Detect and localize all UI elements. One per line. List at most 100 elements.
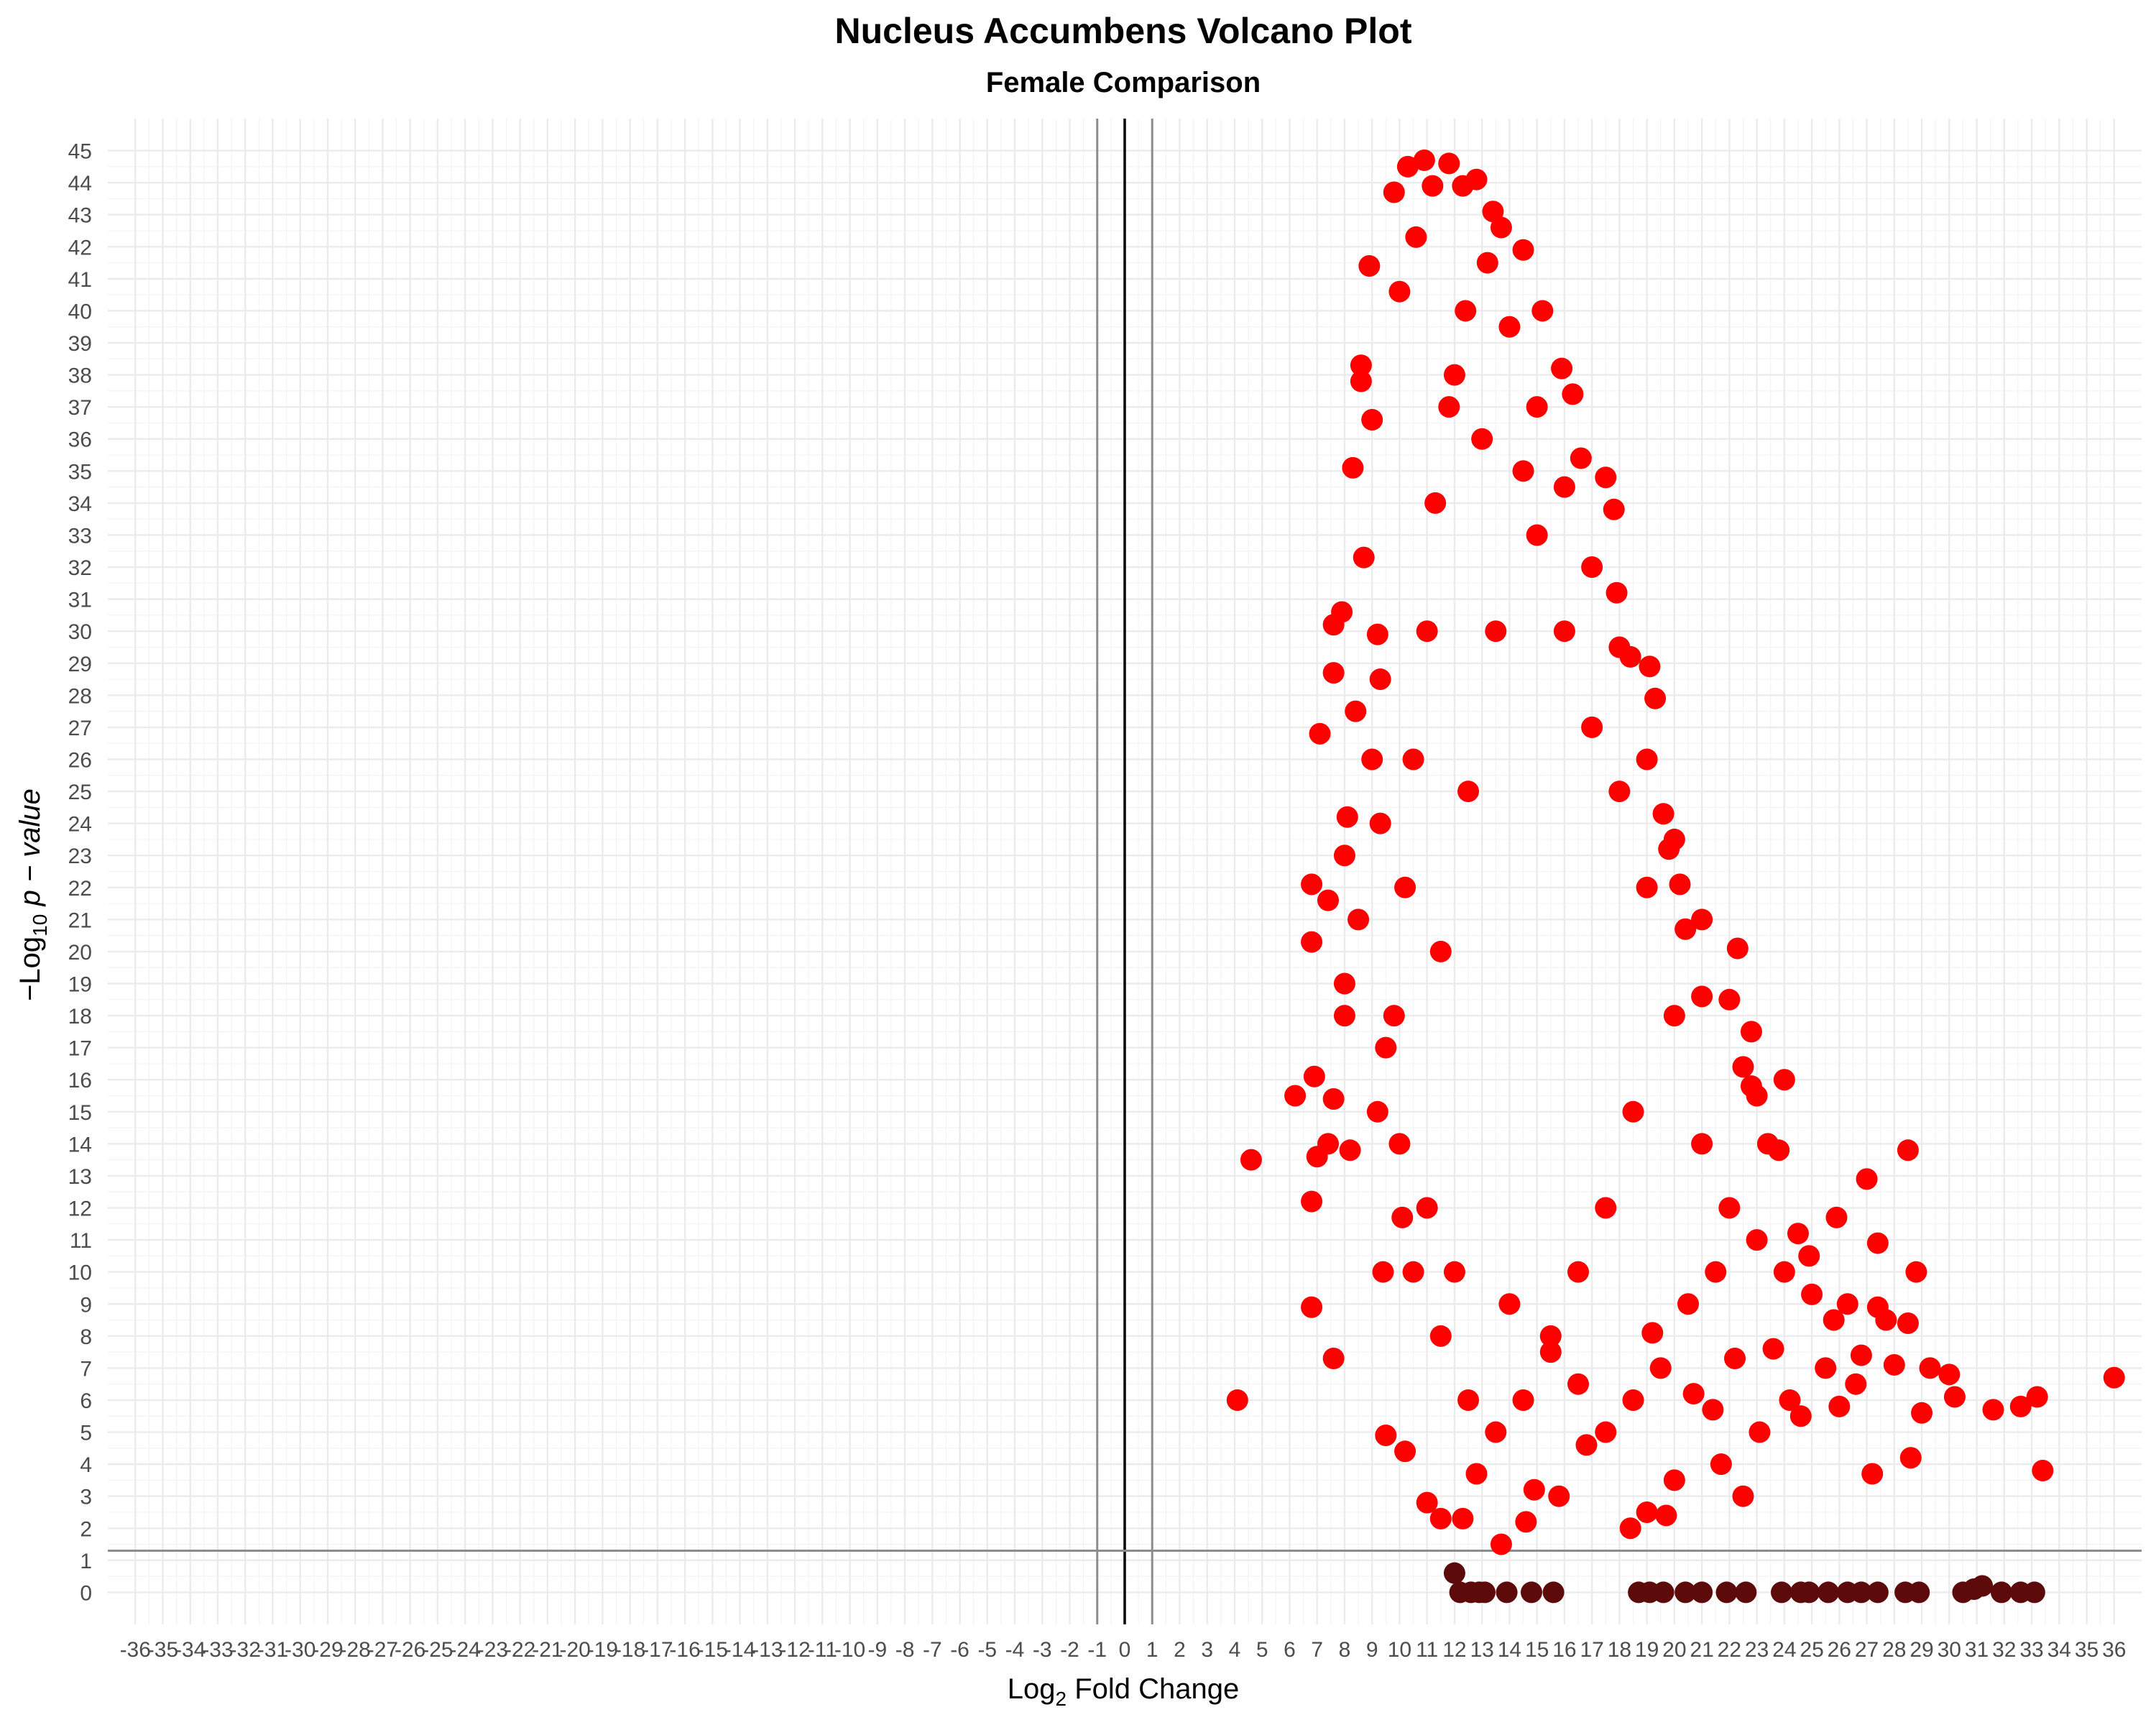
point-significant bbox=[2032, 1460, 2054, 1482]
point-not-significant bbox=[1990, 1581, 2012, 1604]
point-significant bbox=[1746, 1229, 1768, 1251]
x-tick-label: -4 bbox=[1005, 1638, 1025, 1662]
point-significant bbox=[1396, 155, 1419, 178]
y-tick-label: 43 bbox=[68, 204, 92, 228]
point-significant bbox=[1531, 300, 1554, 322]
x-tick-label: -21 bbox=[532, 1638, 563, 1662]
x-tick-label: 24 bbox=[1772, 1638, 1796, 1662]
x-tick-label: -32 bbox=[230, 1638, 261, 1662]
point-significant bbox=[1825, 1206, 1848, 1228]
point-significant bbox=[1345, 700, 1367, 722]
y-tick-label: 0 bbox=[80, 1581, 92, 1605]
point-significant bbox=[1471, 428, 1493, 450]
y-tick-label: 5 bbox=[80, 1422, 92, 1445]
x-tick-label: -35 bbox=[147, 1638, 178, 1662]
y-tick-label: 36 bbox=[68, 428, 92, 452]
x-tick-label: -14 bbox=[724, 1638, 755, 1662]
x-tick-label: 35 bbox=[2075, 1638, 2099, 1662]
y-tick-label: 21 bbox=[68, 908, 92, 932]
y-tick-label: 22 bbox=[68, 877, 92, 901]
y-tick-label: 42 bbox=[68, 236, 92, 259]
point-significant bbox=[1317, 889, 1339, 911]
point-significant bbox=[1726, 937, 1749, 960]
point-significant bbox=[1350, 354, 1372, 377]
x-tick-label: -28 bbox=[340, 1638, 371, 1662]
point-significant bbox=[1724, 1348, 1746, 1370]
y-tick-label: 37 bbox=[68, 396, 92, 420]
y-tick-label: 26 bbox=[68, 748, 92, 772]
y-tick-label: 17 bbox=[68, 1037, 92, 1061]
point-significant bbox=[1416, 1197, 1438, 1219]
x-tick-label: 28 bbox=[1882, 1638, 1906, 1662]
point-significant bbox=[1391, 1206, 1414, 1228]
point-significant bbox=[1622, 1389, 1644, 1411]
point-significant bbox=[1322, 1087, 1345, 1110]
y-tick-label: 44 bbox=[68, 172, 92, 196]
point-significant bbox=[1383, 1005, 1405, 1027]
point-significant bbox=[1619, 1517, 1641, 1540]
x-tick-label: -6 bbox=[950, 1638, 969, 1662]
point-significant bbox=[1301, 1190, 1323, 1213]
point-significant bbox=[1331, 601, 1353, 623]
point-significant bbox=[2026, 1386, 2048, 1408]
point-significant bbox=[1438, 152, 1460, 175]
x-tick-label: -33 bbox=[202, 1638, 233, 1662]
y-tick-label: 2 bbox=[80, 1517, 92, 1541]
x-tick-label: -8 bbox=[895, 1638, 915, 1662]
point-significant bbox=[1429, 1507, 1452, 1530]
point-significant bbox=[1740, 1021, 1762, 1043]
x-tick-label: -22 bbox=[505, 1638, 535, 1662]
point-significant bbox=[1369, 668, 1391, 691]
point-significant bbox=[1861, 1463, 1884, 1485]
point-significant bbox=[1226, 1389, 1248, 1411]
x-tick-label: -7 bbox=[923, 1638, 942, 1662]
point-significant bbox=[1663, 828, 1685, 850]
point-significant bbox=[1899, 1447, 1922, 1469]
point-significant bbox=[1608, 781, 1631, 803]
y-tick-labels: 0123456789101112131415161718192021222324… bbox=[68, 140, 92, 1606]
point-significant bbox=[1301, 1296, 1323, 1318]
point-significant bbox=[1333, 1005, 1355, 1027]
point-significant bbox=[1465, 1463, 1488, 1485]
point-significant bbox=[1746, 1085, 1768, 1107]
x-tick-label: -24 bbox=[449, 1638, 480, 1662]
x-tick-label: 36 bbox=[2102, 1638, 2126, 1662]
y-tick-label: 25 bbox=[68, 781, 92, 804]
x-tick-label: 23 bbox=[1745, 1638, 1769, 1662]
y-tick-label: 28 bbox=[68, 684, 92, 708]
point-significant bbox=[1562, 383, 1584, 405]
point-significant bbox=[1405, 226, 1427, 248]
point-significant bbox=[1845, 1373, 1867, 1395]
x-tick-label: -17 bbox=[642, 1638, 673, 1662]
point-significant bbox=[1526, 396, 1548, 418]
point-significant bbox=[1457, 781, 1480, 803]
y-tick-label: 9 bbox=[80, 1293, 92, 1317]
point-significant bbox=[1443, 364, 1465, 386]
point-not-significant bbox=[1652, 1581, 1674, 1604]
x-tick-label: -23 bbox=[477, 1638, 508, 1662]
y-tick-label: 30 bbox=[68, 620, 92, 644]
point-significant bbox=[1388, 280, 1411, 303]
y-tick-label: 23 bbox=[68, 845, 92, 868]
x-tick-label: 11 bbox=[1416, 1638, 1438, 1662]
point-significant bbox=[1339, 1139, 1361, 1162]
y-tick-label: 14 bbox=[68, 1133, 92, 1156]
point-significant bbox=[1539, 1325, 1562, 1347]
point-significant bbox=[1768, 1139, 1790, 1162]
point-significant bbox=[1702, 1399, 1724, 1421]
x-tick-label: 9 bbox=[1366, 1638, 1378, 1662]
point-significant bbox=[1429, 940, 1452, 962]
point-significant bbox=[1608, 636, 1631, 658]
point-significant bbox=[1567, 1261, 1590, 1283]
point-significant bbox=[1413, 149, 1435, 171]
point-significant bbox=[1240, 1149, 1262, 1171]
point-not-significant bbox=[1818, 1581, 1840, 1604]
point-significant bbox=[1515, 1511, 1537, 1533]
y-tick-label: 1 bbox=[80, 1550, 92, 1573]
x-tick-label: -1 bbox=[1087, 1638, 1107, 1662]
point-significant bbox=[1823, 1309, 1845, 1331]
point-significant bbox=[1301, 873, 1323, 896]
point-significant bbox=[1669, 873, 1691, 896]
y-tick-label: 19 bbox=[68, 973, 92, 997]
